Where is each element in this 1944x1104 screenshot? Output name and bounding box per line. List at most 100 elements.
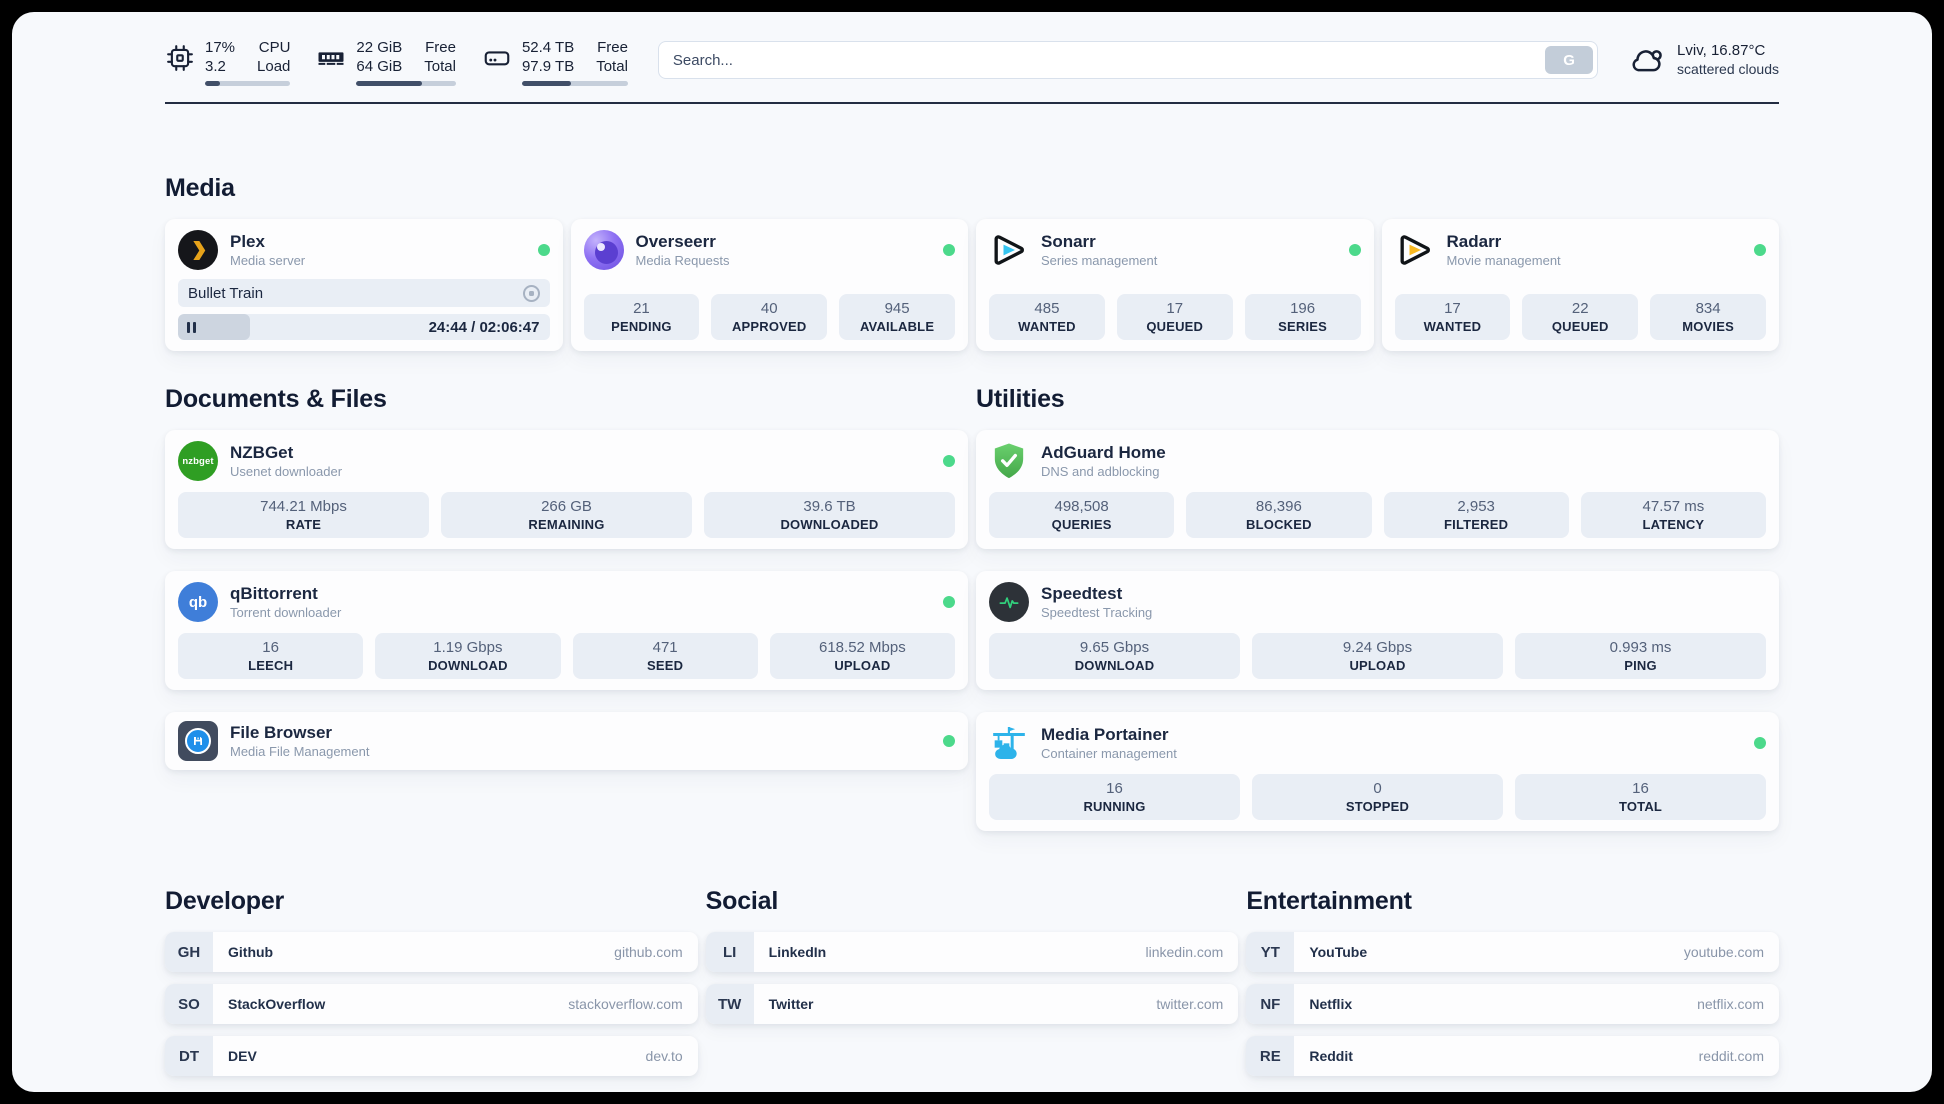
- app-name: NZBGet: [230, 443, 294, 462]
- section-developer: Developer GH Github github.com SO StackO…: [165, 887, 698, 1076]
- section-social: Social LI LinkedIn linkedin.com TW Twitt…: [705, 887, 1239, 1076]
- status-dot: [943, 244, 955, 256]
- system-stats: 17% CPU 3.2 Load: [165, 38, 628, 86]
- speedtest-icon: [989, 582, 1029, 622]
- stat-box: 196 SERIES: [1244, 294, 1361, 340]
- stat-box: 47.57 ms LATENCY: [1580, 492, 1766, 538]
- app-desc: Speedtest Tracking: [1041, 605, 1153, 620]
- netflix-badge: NF: [1246, 984, 1295, 1024]
- disk-progress-fill: [521, 81, 571, 86]
- link-stackoverflow[interactable]: SO StackOverflow stackoverflow.com: [165, 984, 698, 1024]
- status-dot: [943, 455, 955, 467]
- app-desc: Usenet downloader: [230, 464, 343, 479]
- disk-total-value: 97.9 TB: [521, 58, 575, 75]
- ram-label-2: Total: [424, 58, 456, 75]
- utilities-section-title: Utilities: [976, 385, 1065, 413]
- cpu-progress-bar: [205, 81, 291, 86]
- stat-box: 40 APPROVED: [711, 294, 828, 340]
- search-input[interactable]: [657, 41, 1599, 79]
- stat-box: 16 RUNNING: [989, 774, 1240, 820]
- app-card-speedtest[interactable]: Speedtest Speedtest Tracking 9.65 Gbps D…: [976, 571, 1779, 690]
- stat-box: 1.19 Gbps DOWNLOAD: [375, 633, 561, 679]
- cpu-label-1: CPU: [258, 39, 291, 56]
- ram-icon: [318, 52, 344, 65]
- playback-progress: 24:44 / 02:06:47: [178, 314, 550, 340]
- stat-box: 17 QUEUED: [1116, 294, 1233, 340]
- header-divider: [165, 102, 1779, 104]
- app-card-portainer[interactable]: Media Portainer Container management 16 …: [976, 712, 1779, 831]
- section-media: Media Plex Media server: [165, 174, 1779, 351]
- dev-badge: DT: [165, 1036, 213, 1076]
- stat-box: 9.24 Gbps UPLOAD: [1252, 633, 1503, 679]
- app-desc: Series management: [1041, 253, 1158, 268]
- app-desc: DNS and adblocking: [1041, 464, 1160, 479]
- twitter-badge: TW: [705, 984, 754, 1024]
- ram-total-value: 64 GiB: [356, 58, 403, 75]
- pause-icon: [187, 321, 196, 333]
- app-name: Plex: [230, 232, 265, 251]
- link-youtube[interactable]: YT YouTube youtube.com: [1246, 932, 1779, 972]
- app-card-sonarr[interactable]: Sonarr Series management 485 WANTED 17 Q…: [976, 219, 1374, 351]
- github-badge: GH: [165, 932, 213, 972]
- app-card-overseerr[interactable]: Overseerr Media Requests 21 PENDING 40 A…: [570, 219, 968, 351]
- app-name: qBittorrent: [230, 584, 318, 603]
- disk-widget: 52.4 TB Free 97.9 TB Total: [482, 38, 628, 86]
- app-desc: Media File Management: [230, 744, 370, 759]
- stat-box: 744.21 Mbps RATE: [178, 492, 429, 538]
- app-name: Media Portainer: [1041, 725, 1169, 744]
- stat-box: 16 LEECH: [178, 633, 364, 679]
- status-dot: [537, 244, 550, 256]
- ram-widget: 22 GiB Free 64 GiB Total: [316, 38, 456, 86]
- disk-progress-bar: [521, 81, 628, 86]
- stat-box: 2,953 FILTERED: [1383, 492, 1569, 538]
- link-netflix[interactable]: NF Netflix netflix.com: [1246, 984, 1779, 1024]
- app-card-qbittorrent[interactable]: qb qBittorrent Torrent downloader 16: [165, 571, 968, 690]
- weather-condition: scattered clouds: [1677, 60, 1779, 77]
- app-card-filebrowser[interactable]: File Browser Media File Management: [165, 712, 968, 770]
- app-name: File Browser: [230, 723, 333, 742]
- cpu-label-2: Load: [257, 58, 291, 75]
- documents-section-title: Documents & Files: [165, 385, 387, 413]
- app-card-nzbget[interactable]: nzbget NZBGet Usenet downloader 744.21 M…: [165, 430, 968, 549]
- status-dot: [943, 596, 955, 608]
- app-card-adguard[interactable]: AdGuard Home DNS and adblocking 498,508 …: [976, 430, 1779, 549]
- cpu-usage-value: 17%: [205, 39, 236, 56]
- stat-box: 266 GB REMAINING: [441, 492, 692, 538]
- link-twitter[interactable]: TW Twitter twitter.com: [705, 984, 1239, 1024]
- app-name: Radarr: [1446, 232, 1502, 251]
- youtube-badge: YT: [1246, 932, 1295, 972]
- disk-label-1: Free: [597, 39, 628, 56]
- stat-box: 16 TOTAL: [1515, 774, 1766, 820]
- linkedin-badge: LI: [705, 932, 754, 972]
- search-engine-button[interactable]: G: [1545, 46, 1594, 74]
- status-dot: [1754, 737, 1766, 749]
- weather-location-temp: Lviv, 16.87°C: [1677, 41, 1766, 59]
- stat-box: 9.65 Gbps DOWNLOAD: [989, 633, 1240, 679]
- link-dev[interactable]: DT DEV dev.to: [165, 1036, 698, 1076]
- link-reddit[interactable]: RE Reddit reddit.com: [1246, 1036, 1779, 1076]
- stat-box: 0.993 ms PING: [1515, 633, 1766, 679]
- status-dot: [1348, 244, 1361, 256]
- app-desc: Media Requests: [635, 253, 730, 268]
- link-linkedin[interactable]: LI LinkedIn linkedin.com: [705, 932, 1239, 972]
- now-playing-title: Bullet Train: [188, 284, 264, 302]
- stackoverflow-badge: SO: [165, 984, 213, 1024]
- ram-label-1: Free: [425, 39, 456, 56]
- disk-icon: [484, 51, 510, 66]
- portainer-icon: [989, 723, 1029, 763]
- stat-box: 498,508 QUERIES: [989, 492, 1175, 538]
- cpu-load-value: 3.2: [205, 58, 226, 75]
- link-github[interactable]: GH Github github.com: [165, 932, 698, 972]
- disk-free-value: 52.4 TB: [521, 39, 575, 56]
- nzbget-icon: nzbget: [178, 441, 218, 481]
- app-desc: Movie management: [1446, 253, 1561, 268]
- app-card-plex[interactable]: Plex Media server Bullet Train 24:44 / 0…: [165, 219, 563, 351]
- ram-free-value: 22 GiB: [356, 39, 403, 56]
- app-card-radarr[interactable]: Radarr Movie management 17 WANTED 22 QUE…: [1381, 219, 1779, 351]
- section-entertainment: Entertainment YT YouTube youtube.com NF …: [1246, 887, 1779, 1076]
- stat-box: 618.52 Mbps UPLOAD: [769, 633, 955, 679]
- qbittorrent-icon: qb: [178, 582, 218, 622]
- entertainment-section-title: Entertainment: [1246, 887, 1412, 915]
- app-desc: Container management: [1041, 746, 1177, 761]
- plex-icon: [178, 230, 218, 270]
